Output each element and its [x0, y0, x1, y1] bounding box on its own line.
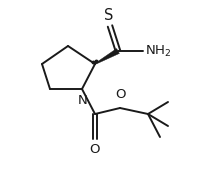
Text: NH$_2$: NH$_2$ — [145, 43, 171, 59]
Text: O: O — [115, 88, 125, 101]
Polygon shape — [95, 49, 119, 64]
Text: S: S — [104, 8, 114, 23]
Text: N: N — [78, 94, 88, 107]
Text: O: O — [90, 143, 100, 156]
